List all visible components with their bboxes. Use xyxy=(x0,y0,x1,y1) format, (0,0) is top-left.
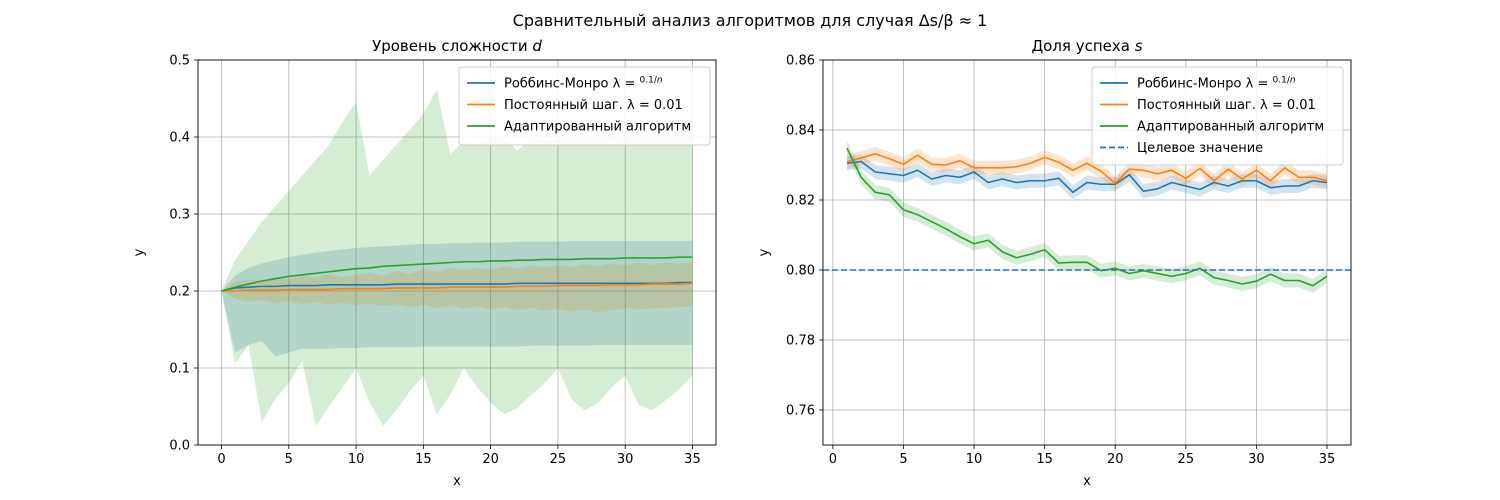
axes-frame xyxy=(822,59,1352,446)
y-tick-label: 0.1 xyxy=(169,362,190,377)
y-tick-label: 0.0 xyxy=(169,439,190,454)
series-line-robbins-monro xyxy=(846,160,1328,194)
x-tick-label: 30 xyxy=(617,452,634,467)
legend-label-constant-step: Постоянный шаг. λ = 0.01 xyxy=(504,98,683,113)
legend-label-robbins-monro: Роббинс-Монро λ = 0.1/n xyxy=(1137,76,1296,92)
x-tick-label: 35 xyxy=(1319,452,1336,467)
chart-title: Уровень сложности d xyxy=(372,37,542,55)
legend-label-adapted: Адаптированный алгоритм xyxy=(1137,120,1324,135)
x-tick-label: 15 xyxy=(415,452,432,467)
legend-label-robbins-monro: Роббинс-Монро λ = 0.1/n xyxy=(504,76,663,92)
x-tick-label: 20 xyxy=(1107,452,1124,467)
x-tick-label: 0 xyxy=(829,452,837,467)
y-axis-label: y xyxy=(757,248,772,256)
y-tick-label: 0.84 xyxy=(786,124,815,139)
y-tick-label: 0.78 xyxy=(786,334,815,349)
legend: Роббинс-Монро λ = 0.1/n Постоянный шаг. λ… xyxy=(1091,66,1344,166)
figure-suptitle: Сравнительный анализ алгоритмов для случ… xyxy=(513,11,988,30)
chart-panel-success-rate: 0 5 10 15 20 25 30 35 0.76 0.78 0.80 0.82 0.84 0.86 x y… xyxy=(757,37,1352,489)
x-tick-label: 20 xyxy=(482,452,499,467)
y-axis-label: y xyxy=(132,248,147,256)
series-line-constant-step xyxy=(846,153,1328,184)
x-tick-label: 5 xyxy=(899,452,907,467)
y-tick-label: 0.2 xyxy=(169,285,190,300)
y-tick-label: 0.86 xyxy=(786,54,815,69)
series-line-adapted xyxy=(221,256,693,292)
confidence-band-robbins-monro xyxy=(847,154,1327,200)
series-line-adapted xyxy=(846,147,1328,287)
axes-frame xyxy=(197,59,717,446)
x-tick-label: 30 xyxy=(1248,452,1265,467)
series-line-constant-step xyxy=(221,282,693,292)
x-tick-label: 10 xyxy=(966,452,983,467)
x-tick-label: 25 xyxy=(1178,452,1195,467)
y-tick-label: 0.5 xyxy=(169,54,190,69)
x-tick-label: 25 xyxy=(550,452,567,467)
x-tick-label: 35 xyxy=(684,452,701,467)
plot-area xyxy=(221,89,693,426)
legend-label-adapted: Адаптированный алгоритм xyxy=(504,120,691,135)
x-tick-label: 15 xyxy=(1036,452,1053,467)
legend-label-target: Целевое значение xyxy=(1137,141,1263,156)
legend-box xyxy=(458,66,711,146)
chart-title: Доля успеха s xyxy=(1031,37,1142,55)
confidence-band-adapted xyxy=(221,89,693,426)
y-tick-label: 0.3 xyxy=(169,208,190,223)
y-tick-label: 0.82 xyxy=(786,194,815,209)
legend-box xyxy=(1091,66,1344,166)
chart-panel-difficulty: 0 5 10 15 20 25 30 35 0.0 0.1 0.2 0.3 0.4 0.5 x y Уровен… xyxy=(132,37,717,489)
x-tick-label: 0 xyxy=(217,452,225,467)
legend: Роббинс-Монро λ = 0.1/n Постоянный шаг. λ… xyxy=(458,66,711,146)
confidence-band-constant-step xyxy=(847,146,1327,191)
plot-area xyxy=(823,141,1351,293)
series-line-robbins-monro xyxy=(221,281,693,292)
y-tick-label: 0.4 xyxy=(169,131,190,146)
legend-label-constant-step: Постоянный шаг. λ = 0.01 xyxy=(1137,98,1316,113)
y-tick-label: 0.80 xyxy=(786,264,815,279)
x-axis-label: x xyxy=(453,474,461,489)
x-tick-label: 10 xyxy=(348,452,365,467)
y-tick-label: 0.76 xyxy=(786,404,815,419)
x-tick-label: 5 xyxy=(285,452,293,467)
x-axis-label: x xyxy=(1083,474,1091,489)
